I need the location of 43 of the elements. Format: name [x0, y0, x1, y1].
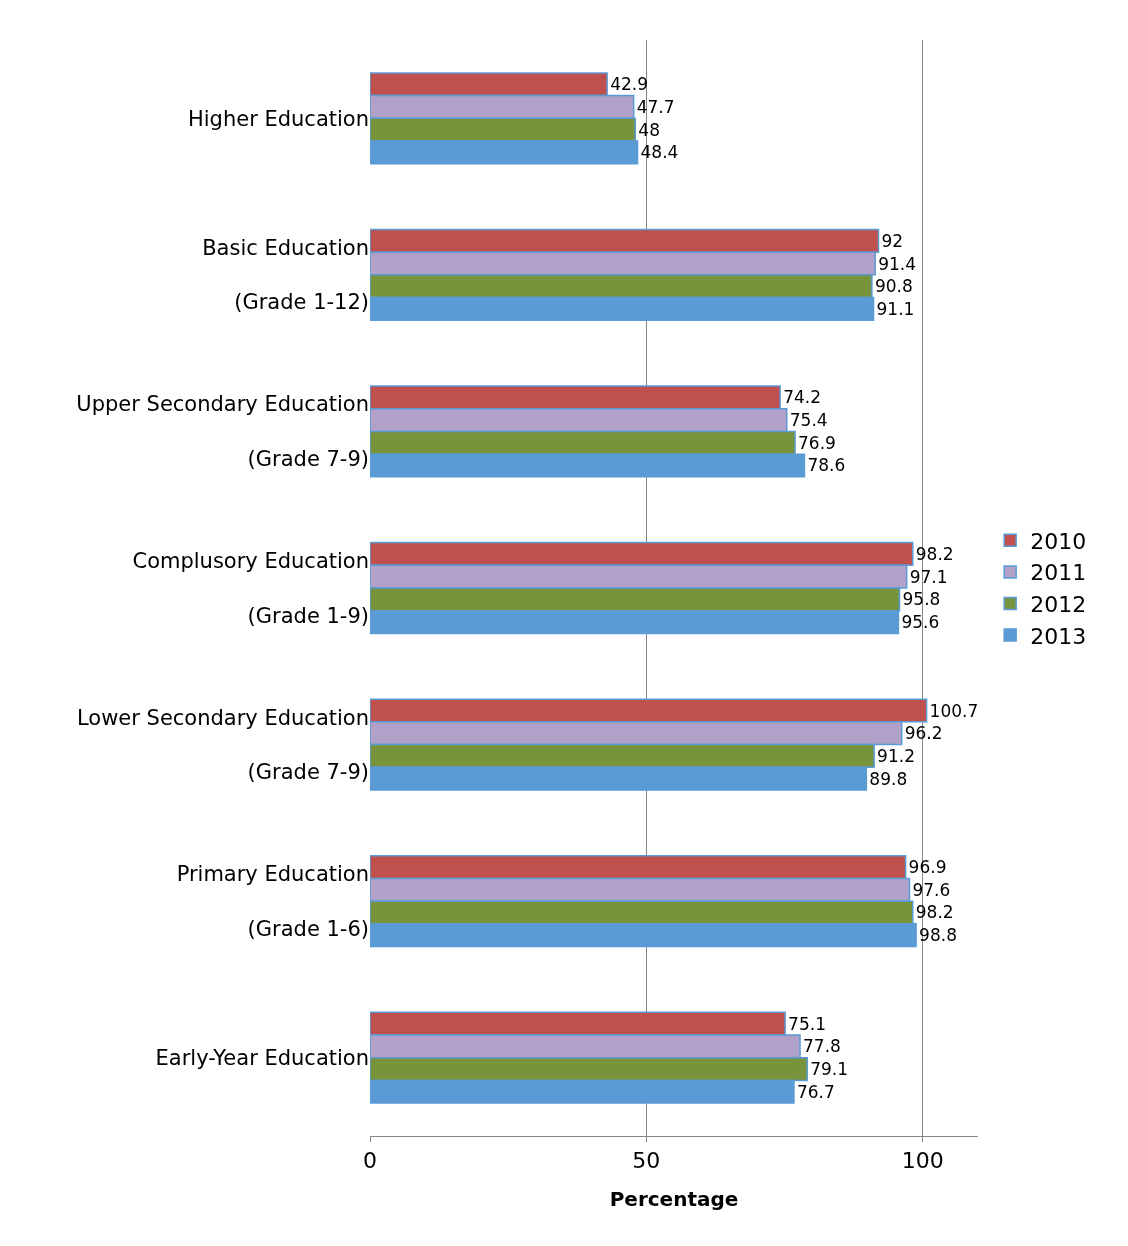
legend-label: 2013 [1030, 623, 1087, 649]
data-label: 75.1 [788, 1013, 826, 1034]
data-label: 42.9 [610, 74, 648, 95]
data-label: 79.1 [810, 1059, 849, 1080]
x-axis-title: Percentage [609, 1187, 739, 1211]
category-label: Basic Education (Grade 1-12) [202, 235, 369, 315]
category-label: Complusory Education (Grade 1-9) [132, 549, 369, 628]
y-tick-label: Early-Year Education [155, 1046, 369, 1071]
data-label: 48 [638, 119, 660, 140]
data-label: 48.4 [640, 142, 679, 163]
data-label: 96.9 [908, 857, 947, 878]
category-label: Upper Secondary Education (Grade 7-9) [76, 392, 369, 472]
data-label: 91.4 [878, 253, 917, 274]
data-label: 95.6 [901, 612, 940, 633]
data-label: 76.7 [796, 1081, 835, 1102]
legend-label: 2012 [1030, 592, 1087, 618]
data-label: 76.9 [798, 432, 836, 453]
data-label: 74.2 [783, 387, 821, 408]
data-label: 91.1 [876, 298, 915, 319]
x-tick-label: 0 [363, 1148, 377, 1174]
x-tick-label: 50 [632, 1148, 661, 1174]
data-label: 75.4 [789, 410, 828, 431]
data-label: 100.7 [929, 700, 979, 721]
data-label: 91.2 [877, 745, 915, 766]
category-label: Primary Education (Grade 1-6) [176, 862, 369, 941]
data-label: 98.2 [915, 902, 954, 923]
legend-label: 2010 [1030, 528, 1087, 554]
data-label: 95.8 [902, 589, 941, 610]
data-label: 90.8 [874, 276, 913, 297]
y-tick-label: Higher Education [187, 106, 369, 131]
legend-label: 2011 [1030, 560, 1087, 586]
data-label: 89.8 [869, 768, 908, 789]
data-label: 97.1 [909, 566, 948, 587]
data-label: 77.8 [803, 1036, 841, 1057]
data-label: 98.2 [915, 543, 954, 564]
data-label: 96.2 [904, 723, 943, 744]
data-label: 98.8 [919, 925, 957, 946]
data-label: 92 [881, 230, 904, 251]
category-label: Lower Secondary Education (Grade 7-9) [76, 705, 369, 785]
data-label: 47.7 [636, 96, 675, 117]
data-label: 78.6 [807, 455, 846, 476]
data-label: 97.6 [912, 879, 951, 900]
x-tick-label: 100 [901, 1148, 944, 1174]
